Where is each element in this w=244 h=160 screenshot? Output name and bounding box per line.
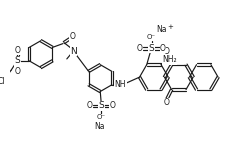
Text: N: N [70,47,77,56]
Text: O⁻: O⁻ [97,114,106,120]
Text: O: O [70,32,75,41]
Text: S: S [98,101,104,110]
Text: O⁻: O⁻ [147,34,156,40]
Text: O: O [164,99,170,108]
Text: O: O [15,46,21,55]
Text: O: O [164,47,170,56]
Text: Cl: Cl [0,77,5,86]
Text: +: + [168,24,174,30]
Text: Na: Na [94,121,104,131]
Text: Na: Na [156,25,166,34]
Text: O: O [160,44,166,53]
Text: NH: NH [115,80,126,89]
Text: NH₂: NH₂ [163,55,177,64]
Text: O: O [137,44,143,53]
Text: S: S [149,44,154,53]
Text: O: O [87,101,93,110]
Text: S: S [15,56,20,65]
Text: O: O [15,67,21,76]
Text: O: O [110,101,116,110]
